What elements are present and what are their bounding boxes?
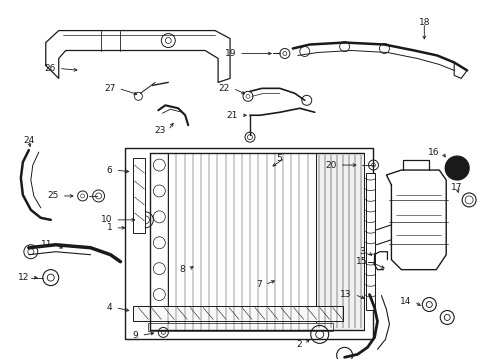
Text: 14: 14 <box>399 297 410 306</box>
Text: 8: 8 <box>179 265 185 274</box>
Bar <box>315 153 363 330</box>
Text: 23: 23 <box>154 126 165 135</box>
Text: 11: 11 <box>41 240 53 249</box>
Text: 27: 27 <box>104 84 115 93</box>
Text: 9: 9 <box>132 331 138 340</box>
Text: 18: 18 <box>418 18 429 27</box>
Text: 25: 25 <box>47 192 59 201</box>
Text: 1: 1 <box>106 223 112 232</box>
Bar <box>148 323 332 332</box>
Bar <box>125 148 372 339</box>
Text: 2: 2 <box>296 340 301 349</box>
Text: 24: 24 <box>23 136 34 145</box>
Text: 3: 3 <box>358 247 364 256</box>
Text: 13: 13 <box>339 290 351 299</box>
Bar <box>133 158 145 233</box>
Text: 16: 16 <box>427 148 438 157</box>
Bar <box>133 306 342 321</box>
Text: 10: 10 <box>101 215 112 224</box>
Bar <box>150 153 168 330</box>
Circle shape <box>444 156 468 180</box>
Text: 17: 17 <box>450 184 462 193</box>
Bar <box>365 173 375 310</box>
Text: 5: 5 <box>276 154 281 163</box>
Text: 20: 20 <box>325 161 336 170</box>
Text: 12: 12 <box>18 273 29 282</box>
Text: 7: 7 <box>256 280 262 289</box>
Text: 19: 19 <box>224 49 236 58</box>
Text: 15: 15 <box>355 257 367 266</box>
Text: 26: 26 <box>44 64 56 73</box>
Text: 22: 22 <box>218 84 229 93</box>
Text: 6: 6 <box>106 166 112 175</box>
Text: 21: 21 <box>226 111 238 120</box>
Text: 4: 4 <box>107 303 112 312</box>
